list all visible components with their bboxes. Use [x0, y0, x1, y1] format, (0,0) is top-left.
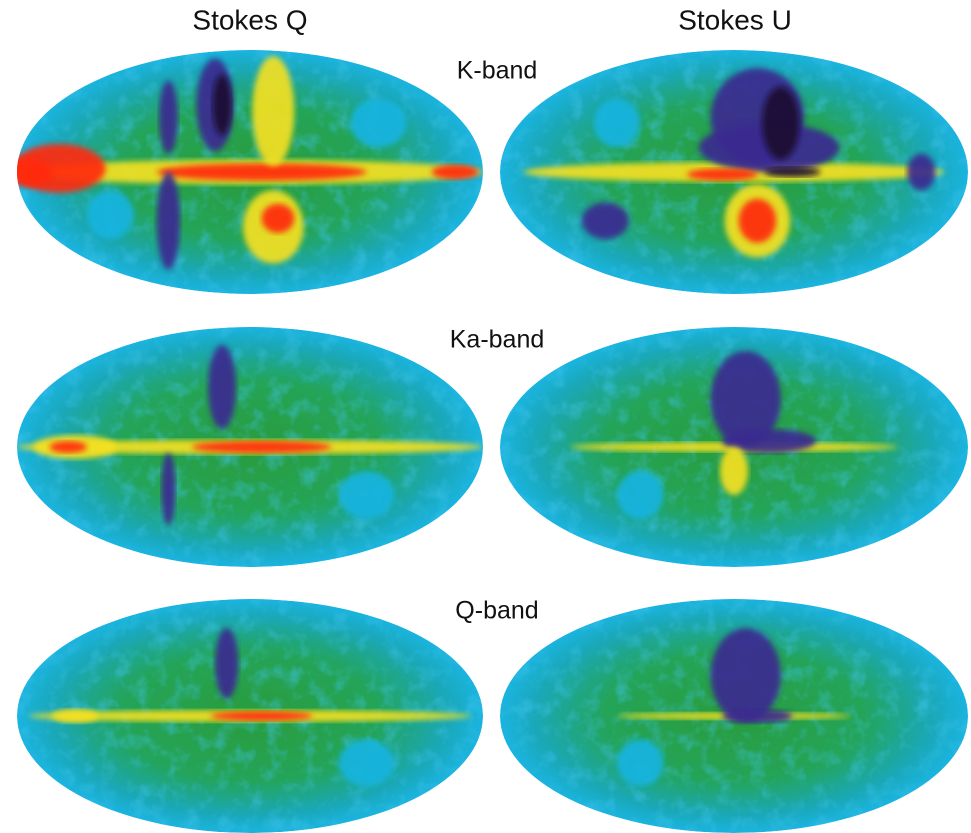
map-feature — [252, 56, 294, 166]
row-label: K-band — [457, 57, 538, 85]
figure: Stokes Q Stokes U K-band Ka-band Q-band — [0, 0, 971, 833]
map-feature — [432, 165, 479, 180]
map-feature — [582, 203, 629, 240]
map-feature — [711, 628, 781, 722]
map-feature — [192, 441, 332, 453]
sky-map — [500, 327, 968, 567]
map-feature — [159, 81, 178, 154]
map-feature — [350, 99, 406, 148]
maps — [5, 50, 968, 833]
row-label: Q-band — [455, 597, 538, 625]
map-feature — [208, 345, 236, 429]
map-feature — [213, 74, 232, 135]
row-label: Ka-band — [450, 326, 545, 354]
map-feature — [5, 157, 52, 186]
sky-map — [500, 599, 968, 833]
map-feature — [210, 711, 313, 720]
map-feature — [722, 709, 792, 723]
map-feature — [617, 739, 664, 786]
map-feature — [50, 441, 87, 453]
map-feature — [687, 168, 757, 180]
map-feature — [339, 739, 395, 786]
map-feature — [52, 709, 99, 723]
map-feature — [617, 471, 664, 519]
map-feature — [339, 471, 395, 519]
sky-map — [500, 50, 968, 294]
map-feature — [87, 190, 134, 239]
map-feature — [764, 167, 820, 177]
map-feature — [907, 154, 935, 191]
column-title: Stokes U — [678, 4, 792, 35]
map-feature — [157, 172, 180, 270]
sky-map — [5, 50, 483, 294]
sky-map — [17, 599, 483, 833]
map-feature — [739, 199, 776, 243]
map-feature — [161, 453, 175, 525]
map-feature — [215, 628, 238, 698]
map-feature — [720, 447, 748, 495]
sky-map — [17, 327, 483, 567]
map-feature — [157, 163, 367, 180]
column-title: Stokes Q — [192, 4, 307, 35]
map-feature — [262, 204, 295, 233]
map-feature — [594, 99, 641, 148]
map-feature — [762, 87, 799, 160]
